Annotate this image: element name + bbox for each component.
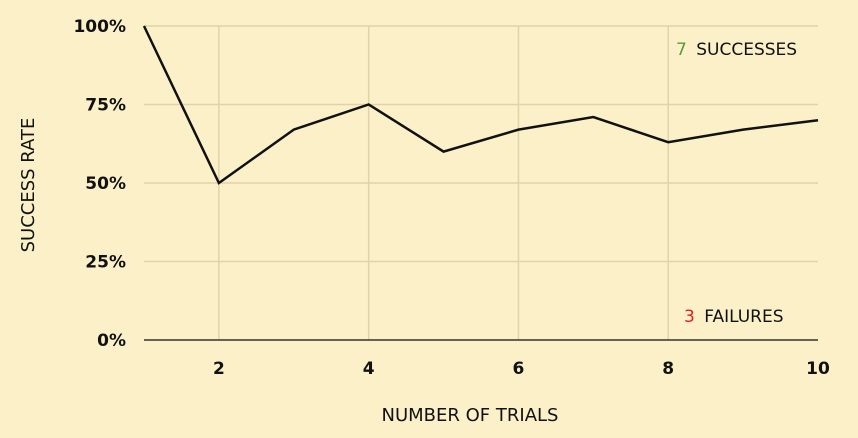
series-group: [142, 25, 819, 185]
successes-label: SUCCESSES: [696, 40, 797, 60]
y-tick-label: 100%: [73, 17, 126, 37]
x-tick-label: 10: [806, 359, 830, 379]
y-axis-title: SUCCESS RATE: [18, 118, 39, 253]
y-tick-label: 0%: [97, 331, 126, 351]
successes-count: 7: [676, 40, 687, 60]
y-tick-label: 25%: [85, 253, 126, 273]
x-axis-title: NUMBER OF TRIALS: [382, 405, 559, 426]
series-line: [142, 25, 819, 185]
x-tick-label: 2: [213, 359, 225, 379]
x-tick-label: 8: [662, 359, 674, 379]
failures-label: FAILURES: [704, 307, 783, 327]
y-tick-label: 50%: [85, 174, 126, 194]
tick-labels: 0% 25% 50% 75% 100% 2 4 6 8 10: [73, 17, 830, 379]
y-tick-label: 75%: [85, 96, 126, 116]
failures-annotation: 3 FAILURES: [684, 307, 784, 327]
x-tick-label: 6: [513, 359, 525, 379]
successes-annotation: 7 SUCCESSES: [676, 40, 797, 60]
x-tick-label: 4: [363, 359, 375, 379]
failures-count: 3: [684, 307, 695, 327]
